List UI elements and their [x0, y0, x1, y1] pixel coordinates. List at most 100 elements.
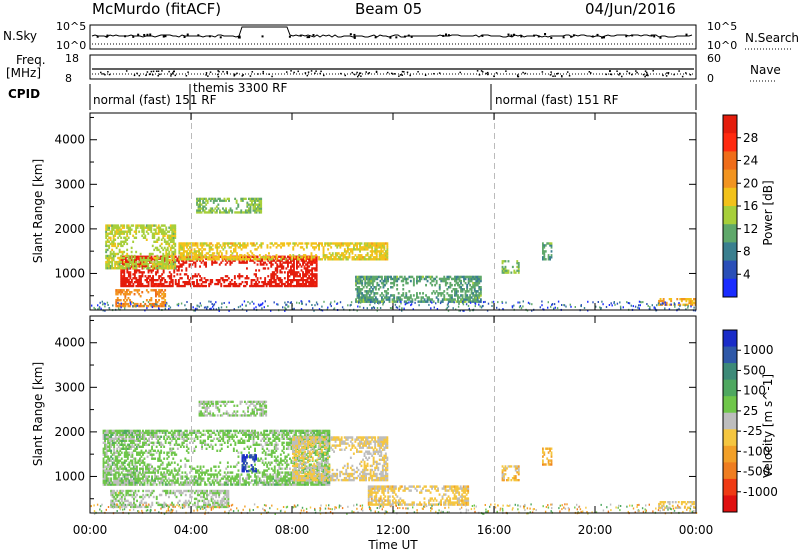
power-cell: [189, 246, 191, 249]
power-cell: [327, 256, 330, 259]
power-cell: [393, 296, 396, 299]
velocity-cell: [178, 469, 181, 472]
velocity-cell: [164, 477, 167, 480]
velocity-cell: [155, 441, 158, 444]
power-cell: [115, 289, 118, 292]
velocity-cell: [161, 463, 164, 466]
power-cell: [401, 307, 403, 310]
power-cell: [216, 256, 219, 259]
velocity-cell: [217, 471, 220, 474]
power-cell: [258, 199, 261, 202]
power-cell: [282, 306, 284, 309]
velocity-cell: [126, 475, 129, 478]
power-cell: [432, 290, 435, 293]
velocity-cell: [119, 439, 122, 442]
velocity-cell: [108, 435, 111, 438]
power-cell: [470, 300, 473, 303]
power-cell: [403, 277, 406, 281]
power-cell: [108, 264, 111, 268]
power-cell: [178, 246, 181, 249]
velocity-cell: [142, 431, 144, 434]
power-cell: [136, 226, 139, 229]
power-cell: [374, 256, 377, 259]
power-cell: [300, 265, 303, 268]
power-cell: [302, 281, 304, 284]
power-cell: [302, 254, 305, 257]
power-cell: [187, 242, 190, 245]
power-cell: [183, 282, 186, 286]
power-cell: [138, 282, 141, 286]
power-cell: [141, 304, 144, 308]
power-cell: [543, 246, 546, 249]
power-cell: [372, 258, 375, 261]
power-cell: [192, 242, 194, 245]
power-cell: [369, 246, 372, 249]
power-cell: [550, 246, 553, 249]
power-cell: [156, 262, 159, 266]
power-cell: [264, 282, 267, 286]
velocity-cell: [207, 477, 210, 480]
power-cell: [121, 224, 124, 227]
velocity-cell: [131, 435, 134, 438]
velocity-cell: [120, 461, 123, 464]
power-cell: [240, 258, 243, 261]
power-cell: [271, 281, 274, 284]
power-cell: [383, 256, 386, 259]
power-cell: [171, 230, 174, 233]
power-cell: [174, 234, 177, 237]
power-cell: [133, 230, 136, 233]
velocity-cell: [120, 441, 123, 444]
power-cell: [153, 256, 156, 260]
velocity-cell: [196, 477, 199, 480]
power-cell: [233, 242, 235, 245]
power-cell: [282, 267, 285, 270]
power-cell: [135, 279, 138, 282]
velocity-cell: [148, 465, 150, 468]
power-cell: [246, 275, 248, 278]
power-cell: [309, 277, 312, 280]
power-cell: [232, 284, 235, 288]
power-cell: [601, 300, 603, 303]
power-cell: [196, 307, 198, 310]
velocity-cell: [108, 467, 111, 470]
power-cell: [248, 254, 251, 257]
power-cell: [249, 199, 252, 202]
velocity-cell: [196, 479, 199, 482]
power-cell: [246, 281, 248, 284]
power-cell: [260, 203, 263, 206]
power-cell: [397, 296, 400, 299]
power-heatmap: [91, 113, 697, 312]
power-cell: [136, 289, 139, 292]
power-cell: [454, 283, 456, 287]
power-cell: [374, 292, 377, 295]
power-cell: [312, 261, 315, 264]
power-cell: [239, 258, 241, 261]
velocity-cell: [102, 441, 105, 444]
velocity-cell: [226, 441, 229, 444]
velocity-cell: [148, 463, 150, 466]
velocity-cell: [214, 473, 217, 476]
velocity-cell: [108, 449, 111, 452]
velocity-cell: [189, 471, 191, 474]
power-cell: [153, 240, 156, 243]
power-cell: [261, 281, 264, 284]
power-cell: [685, 299, 688, 303]
velocity-cell: [132, 481, 135, 484]
velocity-cell: [205, 443, 208, 446]
power-cell: [665, 301, 668, 305]
power-cell: [181, 252, 184, 255]
power-cell: [259, 284, 262, 288]
velocity-cell: [199, 431, 202, 434]
velocity-cell: [195, 471, 197, 474]
velocity-cell: [184, 433, 187, 436]
power-cell: [193, 282, 195, 286]
power-cell: [366, 252, 369, 255]
velocity-cell: [154, 471, 156, 474]
power-cell: [124, 262, 127, 266]
velocity-cell: [146, 481, 149, 484]
velocity-cell: [184, 435, 187, 438]
power-cell: [293, 265, 295, 268]
power-cell: [197, 211, 200, 214]
velocity-cell: [237, 481, 240, 484]
power-cell: [164, 299, 167, 302]
